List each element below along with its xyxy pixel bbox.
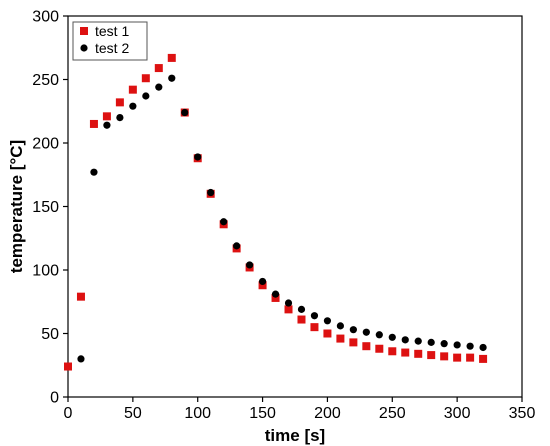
y-axis-title: temperature [°C] <box>7 140 26 273</box>
point-test-2-21 <box>349 326 357 334</box>
point-test-2-26 <box>414 337 422 345</box>
point-test-2-6 <box>155 83 163 91</box>
point-test-2-8 <box>181 108 189 117</box>
legend-label-test-2: test 2 <box>95 40 129 56</box>
y-tick-label-300: 300 <box>32 9 59 26</box>
point-test-2-9 <box>194 153 202 161</box>
x-tick-label-300: 300 <box>444 405 471 422</box>
point-test-2-19 <box>323 317 332 325</box>
point-test-1-32 <box>479 354 488 363</box>
point-test-1-0 <box>64 362 72 371</box>
point-test-1-19 <box>310 323 319 332</box>
point-test-2-22 <box>362 328 370 336</box>
x-tick-label-350: 350 <box>509 405 536 422</box>
point-test-1-24 <box>375 344 384 353</box>
point-test-1-23 <box>362 342 371 351</box>
point-test-1-7 <box>154 64 163 73</box>
data-marks <box>64 53 488 371</box>
legend-marker-test-1 <box>80 27 88 35</box>
point-test-1-1 <box>76 292 85 301</box>
point-test-2-30 <box>466 342 474 350</box>
point-test-1-18 <box>297 315 306 324</box>
legend-marker-test-2 <box>80 44 88 52</box>
point-test-1-2 <box>89 119 98 128</box>
point-test-2-17 <box>297 305 306 313</box>
point-test-2-1 <box>90 168 98 176</box>
point-test-2-10 <box>207 188 215 197</box>
point-test-1-25 <box>388 347 397 356</box>
plot-frame <box>67 15 523 398</box>
point-test-1-6 <box>141 74 150 83</box>
x-tick-label-50: 50 <box>124 405 142 422</box>
point-test-2-28 <box>440 340 448 348</box>
point-test-1-29 <box>440 352 449 361</box>
point-test-1-4 <box>115 98 124 107</box>
point-test-2-13 <box>246 261 254 269</box>
y-tick-label-50: 50 <box>41 326 59 343</box>
point-test-1-15 <box>258 281 267 290</box>
point-test-2-2 <box>103 121 111 129</box>
point-test-2-25 <box>401 336 409 344</box>
x-tick-label-200: 200 <box>314 405 341 422</box>
point-test-2-18 <box>310 312 319 320</box>
point-test-2-5 <box>142 92 150 100</box>
point-test-2-7 <box>168 74 176 82</box>
point-test-2-24 <box>388 333 396 341</box>
point-test-1-31 <box>466 353 475 362</box>
y-tick-label-200: 200 <box>32 136 59 153</box>
x-tick-label-250: 250 <box>379 405 406 422</box>
point-test-2-27 <box>427 338 435 346</box>
point-test-1-27 <box>414 349 423 358</box>
x-axis-title: time [s] <box>265 426 325 445</box>
point-test-2-29 <box>453 341 461 349</box>
point-test-1-20 <box>323 329 332 338</box>
y-tick-label-150: 150 <box>32 199 59 216</box>
legend: test 1 test 2 <box>72 21 148 61</box>
point-test-1-16 <box>271 293 280 302</box>
y-tick-label-250: 250 <box>32 72 59 89</box>
x-tick-label-150: 150 <box>249 405 276 422</box>
point-test-2-23 <box>375 331 383 339</box>
point-test-2-3 <box>116 114 124 122</box>
point-test-2-15 <box>271 290 280 298</box>
point-test-1-30 <box>453 353 462 362</box>
legend-label-test-1: test 1 <box>95 23 129 39</box>
point-test-2-20 <box>336 322 344 330</box>
point-test-1-28 <box>427 351 436 360</box>
point-test-1-26 <box>401 348 410 357</box>
point-test-1-22 <box>349 338 358 347</box>
x-tick-label-100: 100 <box>184 405 211 422</box>
axes: 0 50 100 150 200 250 300 350 0 50 100 150 200 250 300 <box>32 9 535 423</box>
point-test-2-16 <box>284 299 293 307</box>
point-test-2-31 <box>479 343 487 352</box>
point-test-1-5 <box>128 85 137 94</box>
point-test-2-4 <box>129 102 137 110</box>
point-test-2-12 <box>233 242 241 250</box>
point-test-1-17 <box>284 305 293 314</box>
y-tick-label-100: 100 <box>32 263 59 280</box>
y-tick-label-0: 0 <box>50 390 59 407</box>
point-test-2-14 <box>258 277 267 286</box>
point-test-1-3 <box>102 112 111 121</box>
point-test-1-8 <box>167 53 176 62</box>
point-test-2-11 <box>220 218 228 226</box>
point-test-1-21 <box>336 334 345 343</box>
x-tick-label-0: 0 <box>64 405 73 422</box>
point-test-2-0 <box>77 355 85 363</box>
